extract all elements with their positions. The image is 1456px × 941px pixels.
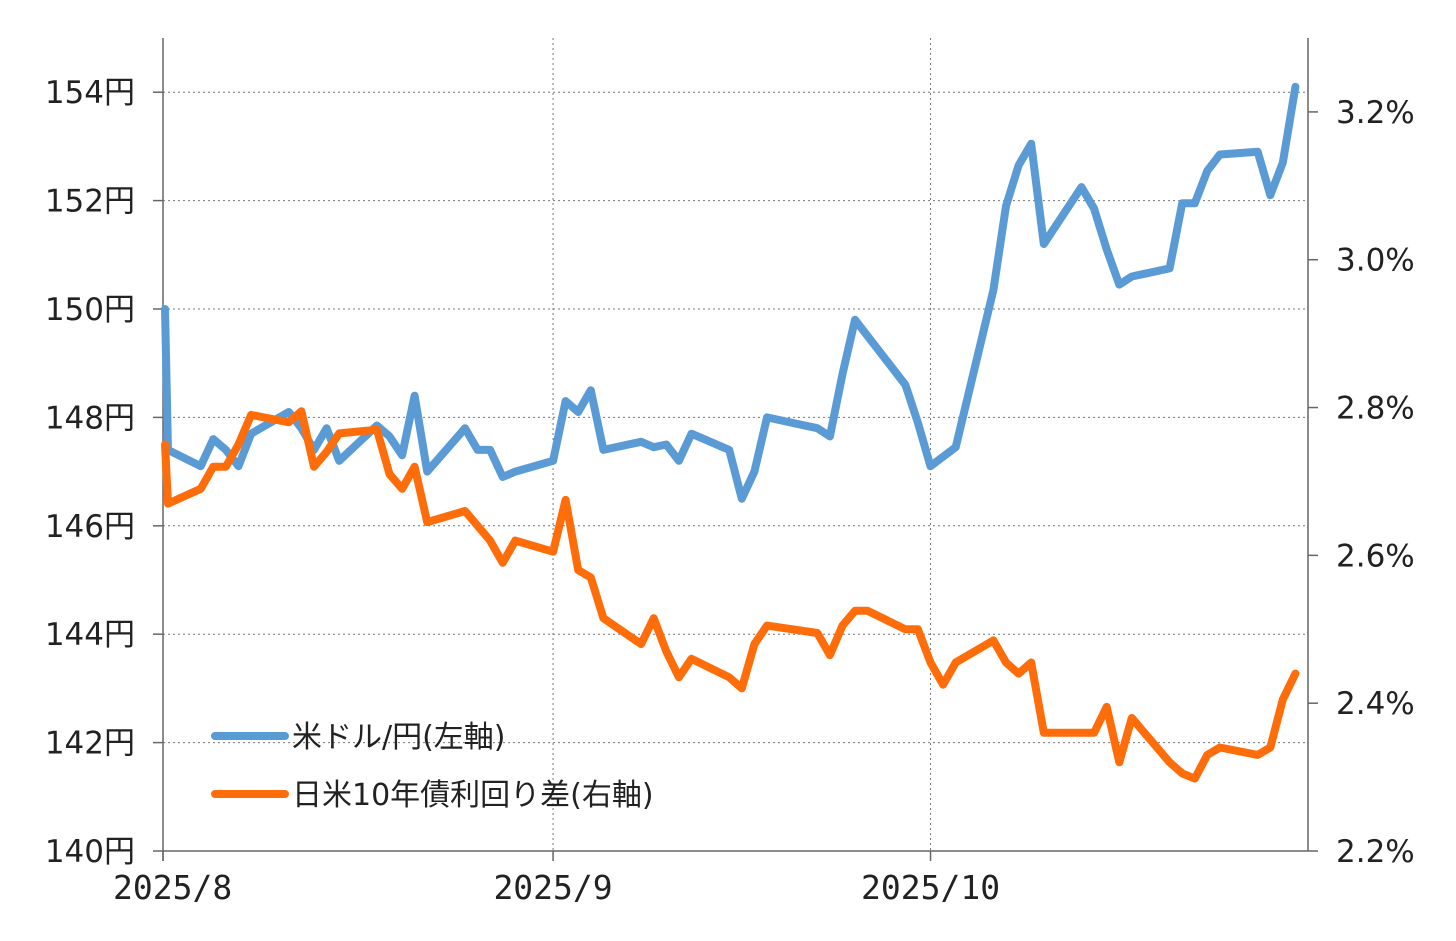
axes: 140円 142円 144円 146円 148円 150円 152円 154円 2025/8 20… <box>45 38 1415 907</box>
series-line-yield-spread <box>161 407 1300 783</box>
x-axis-tick-label: 2025/9 <box>493 868 612 907</box>
right-axis-tick-label: 2.8% <box>1336 391 1415 427</box>
left-axis-tick-label: 146円 <box>45 509 135 545</box>
right-axis-tick-label: 2.2% <box>1336 834 1415 870</box>
right-axis-tick-label: 2.6% <box>1336 538 1415 574</box>
x-axis-tick-label: 2025/8 <box>113 868 232 907</box>
right-axis-tick-label: 3.0% <box>1336 243 1415 279</box>
right-axis-tick-label: 3.2% <box>1336 95 1415 131</box>
x-axis-tick-label: 2025/10 <box>861 868 1000 907</box>
legend-label-usdjpy: 米ドル/円(左軸) <box>292 720 506 755</box>
legend: 米ドル/円(左軸) 日米10年債利回り差(右軸) <box>211 720 654 813</box>
left-axis-tick-label: 154円 <box>45 75 135 111</box>
gridlines <box>163 38 1308 851</box>
left-axis-tick-label: 148円 <box>45 400 135 436</box>
left-axis-tick-label: 152円 <box>45 184 135 220</box>
left-axis-tick-label: 144円 <box>45 617 135 653</box>
left-axis-tick-label: 142円 <box>45 726 135 762</box>
series-lines <box>161 82 1300 783</box>
left-axis-tick-label: 150円 <box>45 292 135 328</box>
right-axis-tick-label: 2.4% <box>1336 686 1415 722</box>
left-axis-tick-label: 140円 <box>45 834 135 870</box>
legend-label-yield-spread: 日米10年債利回り差(右軸) <box>292 778 654 813</box>
